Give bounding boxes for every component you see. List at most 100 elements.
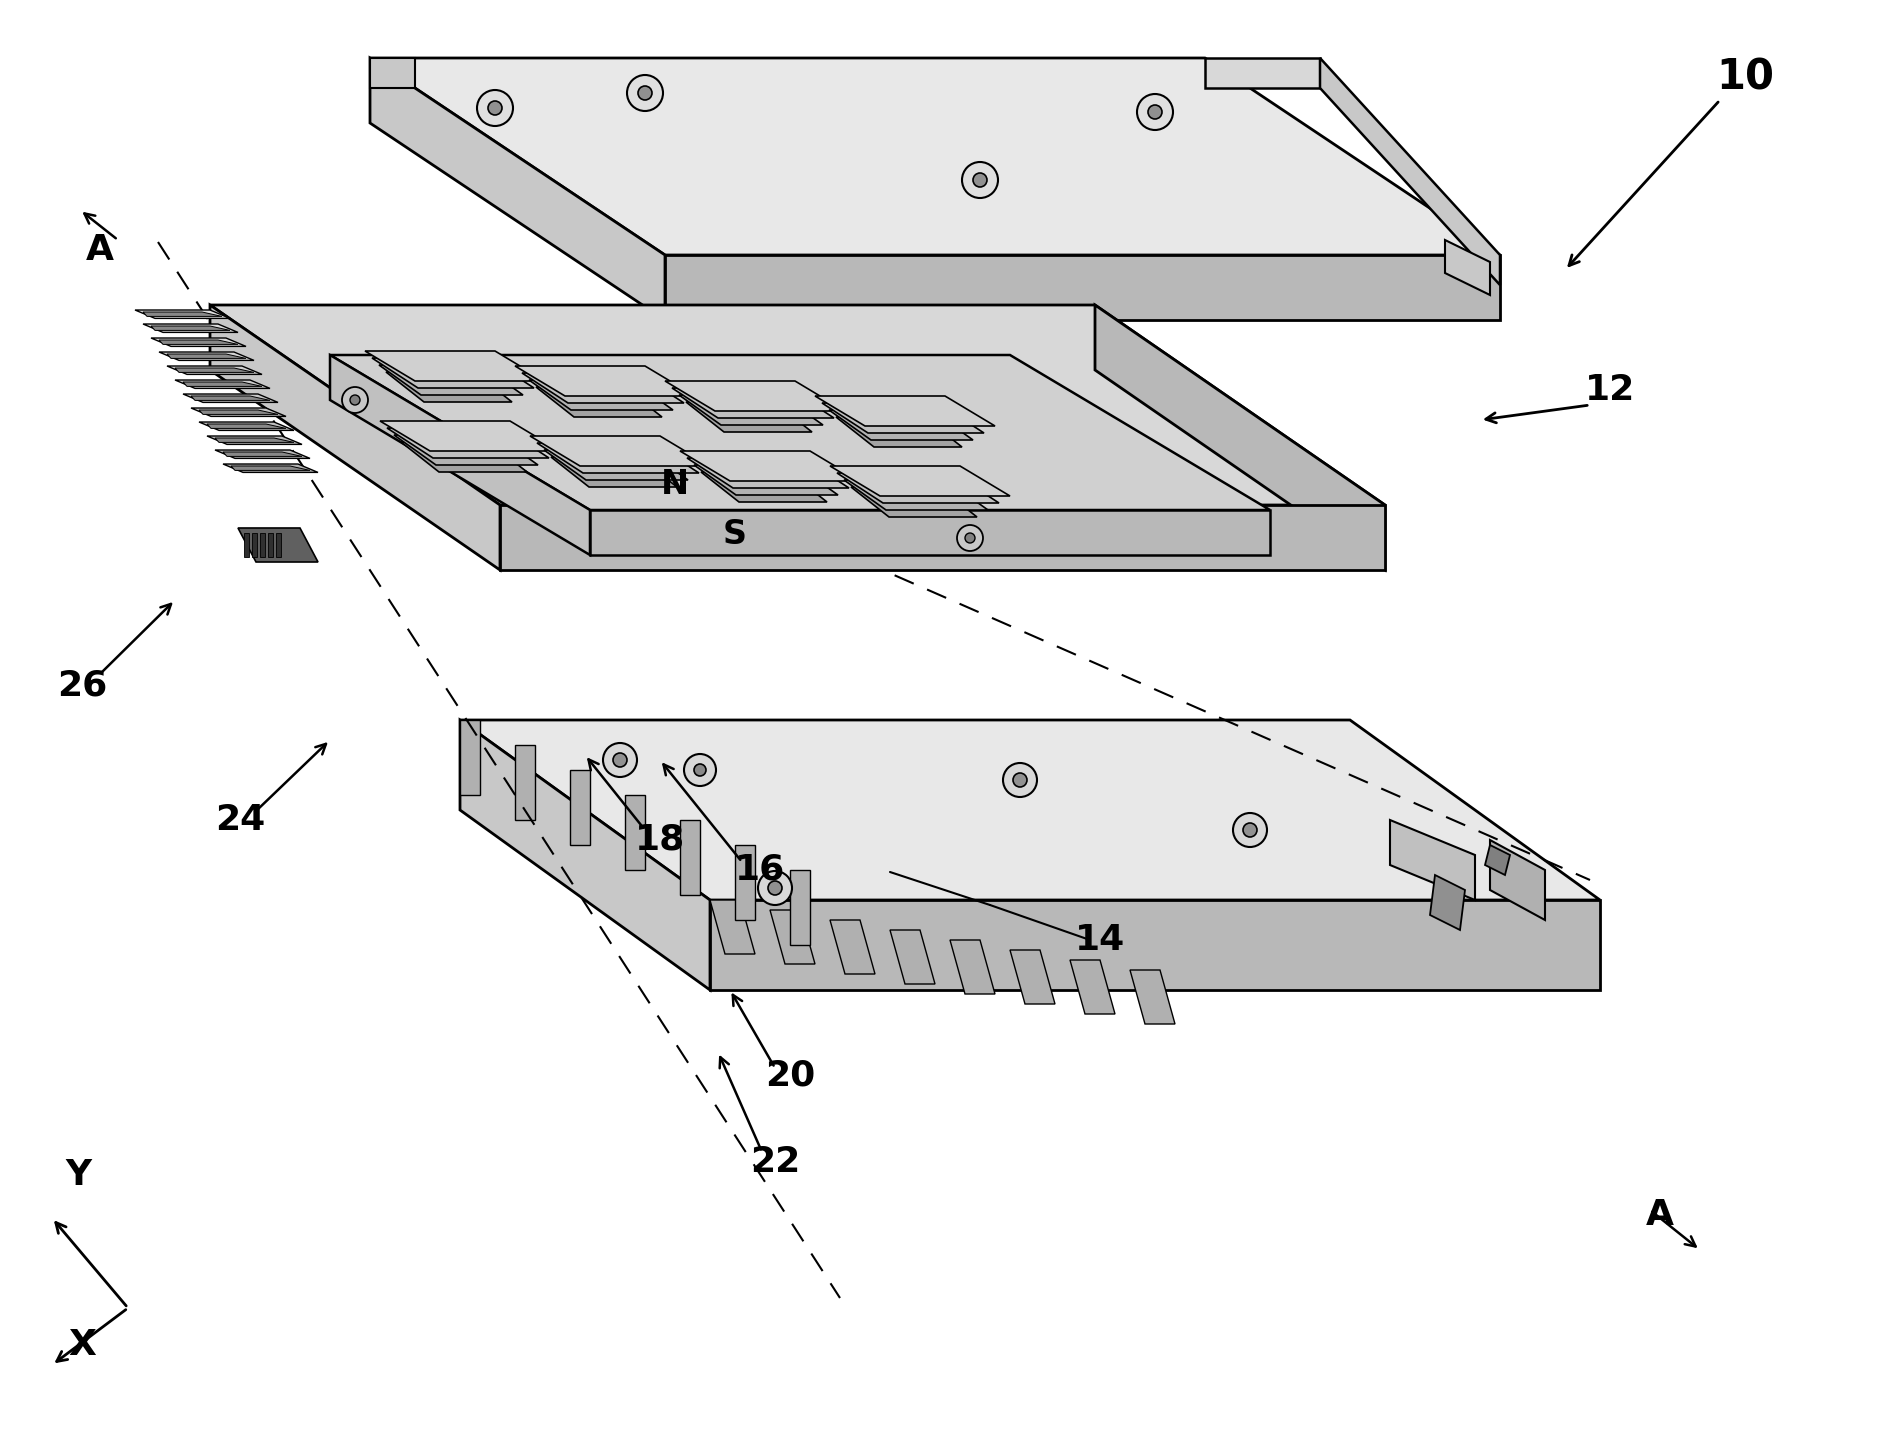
Polygon shape: [551, 457, 677, 487]
Circle shape: [694, 764, 707, 777]
Circle shape: [341, 387, 368, 413]
Circle shape: [1148, 105, 1162, 119]
Polygon shape: [394, 436, 538, 464]
Text: Y: Y: [64, 1158, 91, 1192]
Polygon shape: [184, 394, 279, 403]
Polygon shape: [267, 533, 273, 557]
Polygon shape: [142, 324, 239, 332]
Polygon shape: [711, 900, 1599, 989]
Polygon shape: [381, 421, 561, 452]
Polygon shape: [536, 387, 661, 417]
Polygon shape: [531, 436, 711, 466]
Polygon shape: [184, 383, 262, 387]
Circle shape: [351, 395, 360, 406]
Circle shape: [1014, 774, 1027, 787]
Polygon shape: [891, 930, 934, 984]
Polygon shape: [199, 410, 279, 414]
Polygon shape: [174, 368, 254, 372]
Polygon shape: [191, 395, 269, 400]
Polygon shape: [843, 480, 987, 510]
Circle shape: [627, 75, 663, 111]
Circle shape: [758, 871, 792, 905]
Polygon shape: [260, 533, 265, 557]
Polygon shape: [371, 358, 534, 388]
Polygon shape: [1391, 820, 1474, 900]
Polygon shape: [701, 472, 826, 502]
Polygon shape: [1129, 971, 1175, 1024]
Polygon shape: [1010, 951, 1056, 1004]
Polygon shape: [688, 457, 849, 487]
Circle shape: [1137, 93, 1173, 129]
Polygon shape: [1095, 305, 1385, 569]
Polygon shape: [711, 900, 754, 953]
Polygon shape: [330, 355, 1270, 510]
Polygon shape: [402, 441, 527, 472]
Polygon shape: [680, 452, 860, 480]
Polygon shape: [142, 312, 222, 316]
Polygon shape: [370, 58, 1501, 255]
Polygon shape: [665, 255, 1501, 321]
Polygon shape: [589, 510, 1270, 555]
Circle shape: [965, 533, 976, 544]
Polygon shape: [159, 339, 239, 344]
Polygon shape: [694, 464, 838, 495]
Circle shape: [603, 743, 637, 777]
Polygon shape: [252, 533, 258, 557]
Polygon shape: [673, 388, 834, 418]
Circle shape: [1243, 823, 1256, 837]
Polygon shape: [830, 920, 875, 974]
Polygon shape: [678, 395, 822, 426]
Polygon shape: [214, 439, 294, 443]
Polygon shape: [790, 870, 809, 945]
Polygon shape: [210, 305, 500, 569]
Polygon shape: [836, 417, 963, 447]
Polygon shape: [159, 352, 254, 361]
Polygon shape: [152, 338, 246, 347]
Polygon shape: [167, 354, 246, 358]
Polygon shape: [1446, 240, 1489, 295]
Polygon shape: [191, 408, 286, 417]
Text: 14: 14: [1074, 923, 1126, 958]
Circle shape: [972, 173, 987, 187]
Polygon shape: [460, 720, 711, 989]
Polygon shape: [521, 372, 684, 403]
Polygon shape: [330, 355, 589, 555]
Polygon shape: [815, 395, 995, 426]
Polygon shape: [370, 58, 415, 88]
Polygon shape: [239, 528, 318, 562]
Polygon shape: [366, 351, 546, 381]
Polygon shape: [135, 311, 229, 318]
Text: S: S: [724, 519, 747, 552]
Polygon shape: [387, 429, 550, 457]
Polygon shape: [379, 365, 523, 395]
Circle shape: [684, 754, 716, 787]
Circle shape: [767, 881, 783, 894]
Polygon shape: [1205, 58, 1321, 88]
Polygon shape: [500, 505, 1385, 569]
Text: X: X: [68, 1329, 97, 1362]
Polygon shape: [210, 305, 1385, 505]
Polygon shape: [949, 940, 995, 994]
Text: 10: 10: [1717, 58, 1774, 99]
Polygon shape: [828, 410, 972, 440]
Text: 24: 24: [214, 802, 265, 837]
Polygon shape: [529, 380, 673, 410]
Text: 20: 20: [766, 1058, 815, 1091]
Polygon shape: [152, 326, 229, 331]
Polygon shape: [224, 464, 318, 473]
Circle shape: [1002, 764, 1037, 797]
Polygon shape: [735, 846, 754, 920]
Polygon shape: [1431, 874, 1465, 930]
Polygon shape: [822, 403, 984, 433]
Polygon shape: [214, 450, 311, 459]
Polygon shape: [1486, 846, 1510, 874]
Text: A: A: [1647, 1198, 1673, 1232]
Circle shape: [957, 525, 984, 551]
Text: 26: 26: [57, 669, 108, 702]
Polygon shape: [277, 533, 280, 557]
Polygon shape: [231, 466, 311, 470]
Polygon shape: [544, 450, 688, 480]
Polygon shape: [207, 436, 301, 444]
Polygon shape: [167, 367, 262, 374]
Polygon shape: [199, 421, 294, 430]
